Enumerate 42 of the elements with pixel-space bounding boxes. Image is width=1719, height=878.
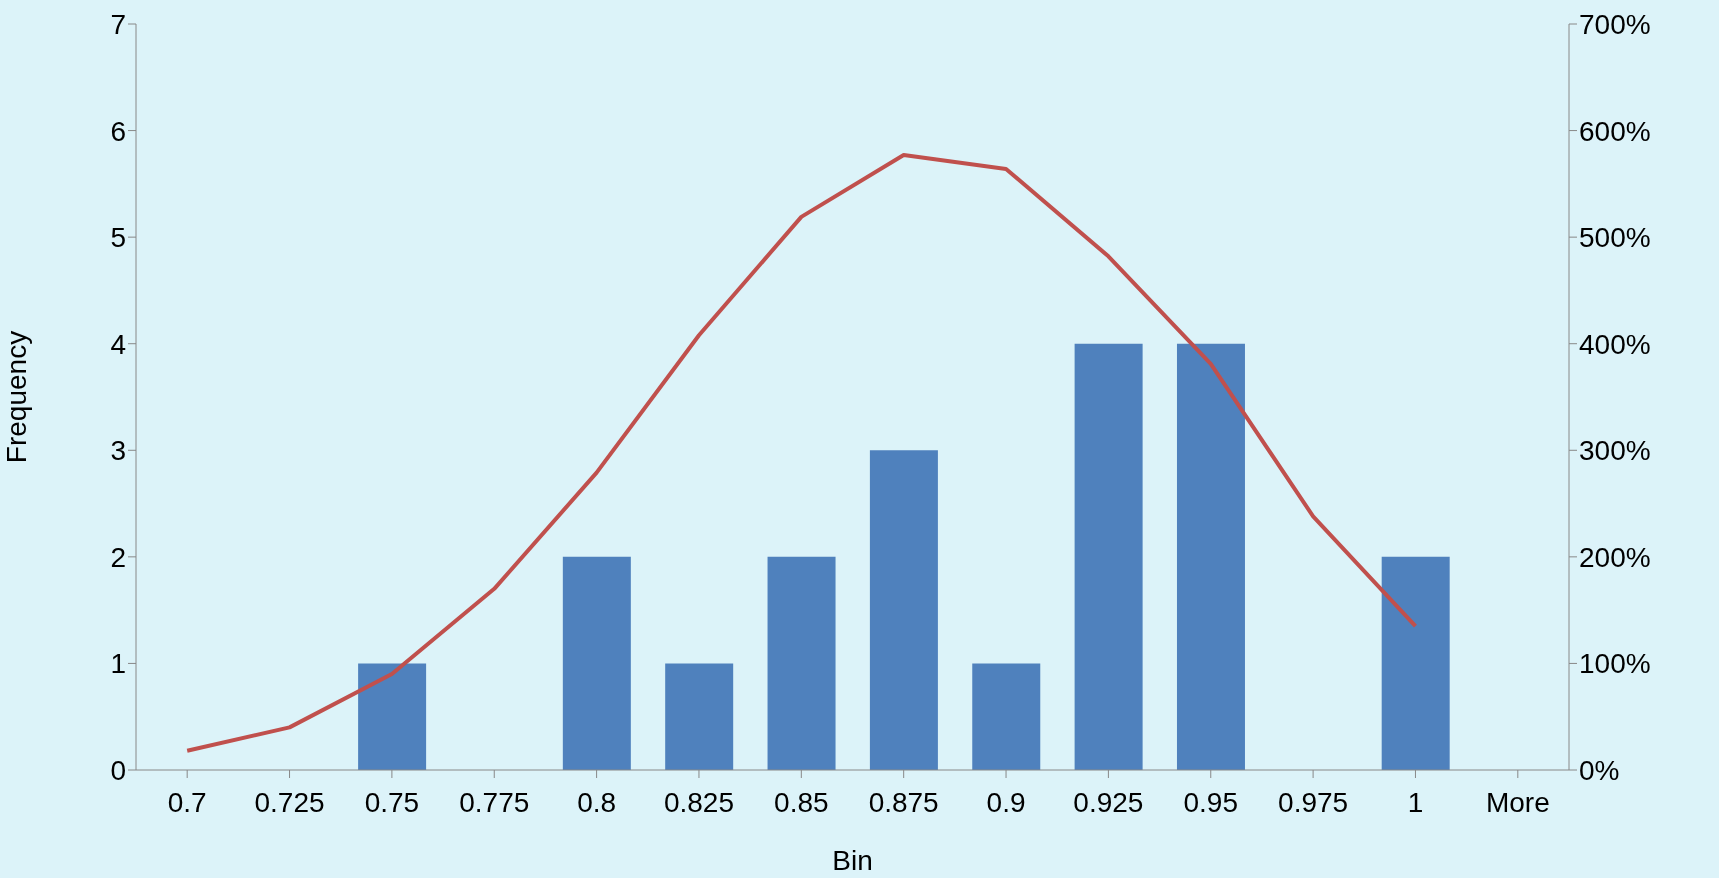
x-tick-label: 0.725: [254, 786, 325, 818]
y2-tick-label: 700%: [1579, 8, 1651, 40]
y2-tick-label: 300%: [1579, 435, 1651, 467]
y2-tick-label: 100%: [1579, 648, 1651, 680]
x-tick-label: 0.7: [167, 786, 207, 818]
y2-tick-label: 600%: [1579, 115, 1651, 147]
x-tick-label: 0.775: [459, 786, 530, 818]
x-tick-label: 0.85: [774, 786, 829, 818]
y2-tick-label: 0%: [1579, 754, 1620, 786]
y-tick-label: 2: [110, 541, 126, 573]
x-axis-title: Bin: [832, 845, 873, 876]
y2-tick-label: 400%: [1579, 328, 1651, 360]
x-tick-label: More: [1485, 786, 1550, 818]
x-tick-label: 0.75: [364, 786, 420, 818]
bar: [1381, 556, 1450, 770]
x-tick-label: 1: [1407, 786, 1424, 818]
bar: [358, 663, 427, 770]
x-tick-label: 0.925: [1073, 786, 1144, 818]
line-series: [185, 153, 1418, 753]
x-tick-label: 0.975: [1278, 786, 1349, 818]
bar: [1176, 343, 1245, 770]
x-tick-label: 0.825: [663, 786, 734, 818]
y-tick-label: 4: [110, 328, 126, 360]
y-tick-label: 7: [110, 8, 126, 40]
x-tick-label: 0.8: [577, 786, 617, 818]
bar: [562, 556, 631, 770]
y-tick-label: 3: [110, 435, 126, 467]
x-tick-label: 0.95: [1183, 786, 1238, 818]
x-tick-label: 0.875: [868, 786, 939, 818]
bar: [1074, 343, 1143, 770]
bar: [767, 556, 836, 770]
y-axis-title: Frequency: [0, 330, 32, 464]
bar: [665, 663, 734, 770]
x-tick-label: 0.9: [986, 786, 1026, 818]
y-tick-label: 5: [110, 222, 126, 254]
y-tick-label: 1: [110, 648, 126, 680]
bar: [972, 663, 1041, 770]
y-tick-label: 0: [110, 754, 126, 786]
y2-tick-label: 200%: [1579, 541, 1651, 573]
y2-tick-label: 500%: [1579, 222, 1651, 254]
bar: [869, 450, 938, 770]
y-tick-label: 6: [110, 115, 126, 147]
